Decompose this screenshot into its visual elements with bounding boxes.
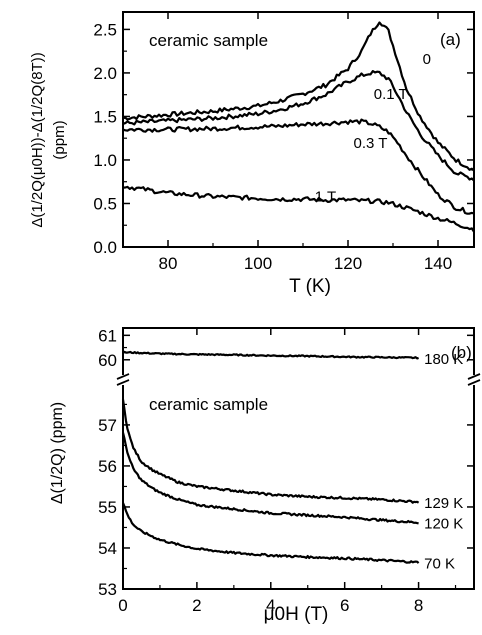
axis-break-mark-right [467, 379, 481, 386]
panel-a-xtick-label: 140 [424, 254, 452, 273]
panel-b-ytick-label: 56 [98, 457, 117, 476]
series-label: 70 K [424, 555, 455, 572]
axis-break-gap-right [469, 375, 479, 385]
panel-b-ytick-label: 55 [98, 498, 117, 517]
panel-b-annotation: ceramic sample [149, 395, 268, 414]
series-line-0.1t [122, 70, 475, 182]
panel-a-ytick-label: 1.5 [93, 107, 117, 126]
panel-b-ylabel: Δ(1/2Q) (ppm) [49, 402, 66, 504]
panel-b-ytick-label: 60 [98, 351, 117, 370]
series-line-0.3t [122, 118, 475, 215]
panel-a-ytick-label: 2.5 [93, 20, 117, 39]
axis-break-mark-left [116, 373, 130, 380]
panel-b-xlabel: μ0H (T) [264, 604, 329, 625]
series-label: 0.1 T [374, 86, 408, 103]
series-line-0 [122, 21, 475, 172]
panel-b: 0 2 4 6 8 60 61 53 54 55 56 57 ceramic sample (b) 1… [49, 326, 481, 625]
series-label: 120 K [424, 516, 463, 533]
panel-a-curves [122, 21, 475, 233]
panel-b-ytick-label: 54 [98, 539, 117, 558]
panel-a-ytick-label: 2.0 [93, 64, 117, 83]
panel-a-ytick-label: 0.5 [93, 194, 117, 213]
panel-a-ytick-label: 0.0 [93, 238, 117, 257]
series-label: 0.3 T [354, 135, 388, 152]
panel-b-series-labels: 180 K 129 K 120 K 70 K [424, 351, 463, 573]
axis-break-gap-left [118, 375, 128, 385]
panel-b-xtick-label: 8 [414, 596, 423, 615]
panel-a-series-labels: 0 0.1 T 0.3 T 1 T [315, 51, 431, 206]
panel-a-xlabel: T (K) [289, 276, 331, 297]
panel-a-annotation: ceramic sample [149, 31, 268, 50]
panel-a: 80 100 120 140 0.0 0.5 1.0 1.5 2.0 2.5 ceramic sa… [29, 11, 475, 297]
panel-b-curves [121, 350, 420, 564]
panel-b-ytick-label: 61 [98, 326, 117, 345]
panel-b-axis-ticks: 0 2 4 6 8 60 61 53 54 55 56 57 [98, 326, 474, 615]
series-line-180k [122, 350, 419, 360]
panel-a-xtick-label: 120 [334, 254, 362, 273]
axis-break-mark-left [116, 379, 130, 386]
panel-b-axis-break [116, 373, 481, 386]
series-line-129k [121, 399, 420, 504]
panel-a-ylabel: Δ(1/2Q(μ0H))-Δ(1/2Q(8T)) [29, 52, 46, 227]
panel-b-xtick-label: 2 [192, 596, 201, 615]
panel-a-frame [122, 11, 475, 248]
panel-a-xtick-label: 80 [159, 254, 178, 273]
series-label: 1 T [315, 189, 336, 206]
panel-a-ylabel-unit: (ppm) [51, 120, 68, 159]
panel-b-xtick-label: 0 [118, 596, 127, 615]
panel-a-label: (a) [440, 30, 461, 49]
panel-b-ytick-label: 53 [98, 580, 117, 599]
panel-a-ytick-label: 1.0 [93, 151, 117, 170]
series-line-1t [122, 185, 475, 233]
series-line-70k [121, 502, 420, 564]
panel-b-label: (b) [451, 343, 472, 362]
series-label: 129 K [424, 495, 463, 512]
panel-b-xtick-label: 6 [340, 596, 349, 615]
panel-b-frame [122, 327, 475, 590]
panel-b-ytick-label: 57 [98, 416, 117, 435]
series-line-120k [121, 432, 419, 525]
panel-a-xtick-label: 100 [244, 254, 272, 273]
series-label: 0 [423, 51, 431, 68]
panel-a-axis-ticks: 80 100 120 140 0.0 0.5 1.0 1.5 2.0 2.5 [93, 12, 474, 273]
axis-break-mark-right [467, 373, 481, 380]
series-label: 180 K [424, 351, 463, 368]
panel-b-xtick-label: 4 [266, 596, 275, 615]
